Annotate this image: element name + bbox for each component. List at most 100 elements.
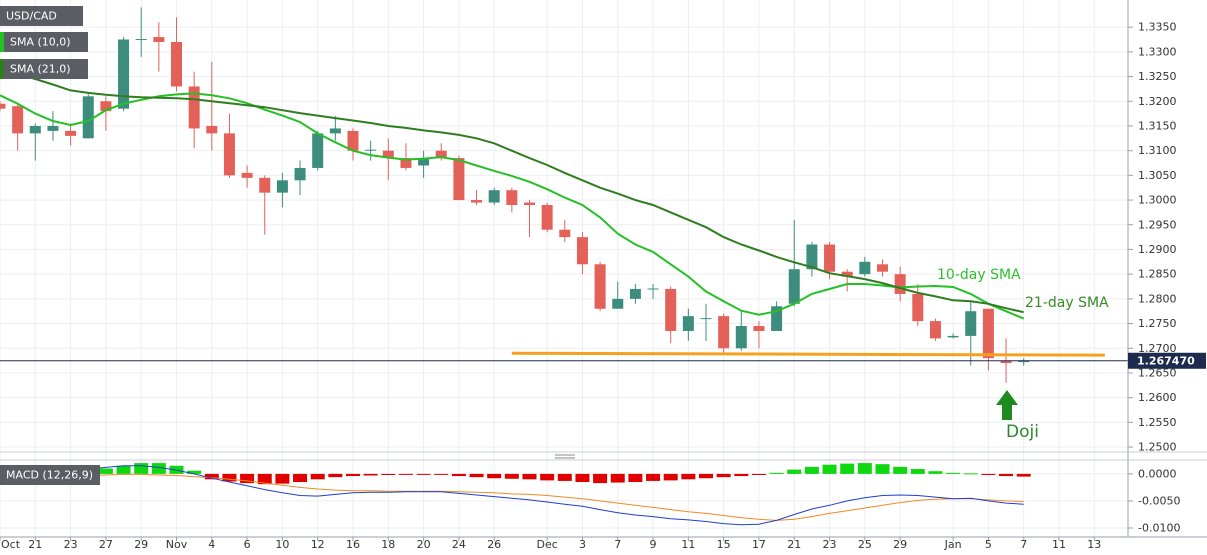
x-tick-label: 29 — [893, 538, 907, 551]
macd-histogram-bar — [699, 473, 713, 479]
legend-box[interactable] — [0, 59, 88, 79]
macd-histogram-bar — [875, 464, 890, 474]
legend-box[interactable] — [0, 32, 88, 52]
candle-body — [223, 133, 235, 176]
x-tick-label: 5 — [985, 538, 992, 551]
candle-body — [118, 39, 130, 109]
candle-body — [100, 101, 112, 112]
candle-body — [788, 269, 800, 304]
y-tick-label: 1.2850 — [1138, 268, 1177, 281]
candle-body — [418, 158, 430, 166]
candle-body — [188, 86, 200, 129]
y-tick-label: 1.3100 — [1138, 144, 1177, 157]
candle-body — [453, 158, 465, 201]
sma-line — [0, 92, 1025, 320]
macd-histogram-bar — [610, 473, 625, 483]
macd-histogram-bar — [275, 473, 290, 484]
candle-body — [312, 133, 324, 168]
macd-histogram-bar — [116, 465, 131, 474]
candle-body — [541, 205, 553, 230]
candle-body — [1000, 360, 1012, 364]
macd-histogram-bar — [857, 463, 872, 474]
candle-body — [1018, 360, 1030, 363]
candle-body — [471, 200, 483, 203]
macd-histogram-bar — [681, 473, 696, 480]
x-tick-label: 18 — [381, 538, 395, 551]
x-tick-label: 10 — [275, 538, 289, 551]
x-tick-label: Dec — [537, 538, 558, 551]
y-tick-label: 1.2800 — [1138, 292, 1177, 305]
legend-box[interactable] — [0, 465, 100, 485]
macd-line — [0, 465, 1024, 526]
macd-histogram-bar — [522, 473, 537, 480]
y-tick-label: 1.3350 — [1138, 21, 1177, 34]
macd-histogram-bar — [981, 473, 996, 475]
y-tick-label: 1.3300 — [1138, 45, 1177, 58]
candle-body — [824, 244, 836, 272]
x-tick-label: 6 — [244, 538, 251, 551]
x-tick-label: 12 — [311, 538, 325, 551]
candle-body — [894, 274, 906, 294]
candle-body — [171, 41, 182, 87]
y-tick-label: 1.2600 — [1138, 391, 1177, 404]
y-tick-label: -0.0050 — [1138, 494, 1180, 507]
candle-body — [559, 229, 571, 238]
x-tick-label: 11 — [1052, 538, 1066, 551]
candle-body — [241, 172, 253, 178]
macd-histogram-bar — [787, 469, 802, 474]
candle-body — [82, 96, 94, 139]
candle-body — [806, 244, 818, 270]
last-price-label: 1.267470 — [1137, 354, 1195, 367]
x-tick-label: 13 — [1087, 538, 1101, 551]
legend-label: SMA (21,0) — [10, 63, 71, 76]
candle-body — [841, 271, 853, 277]
candle-body — [912, 293, 924, 322]
candle-body — [488, 190, 500, 203]
candle-body — [718, 316, 730, 349]
macd-histogram-bar — [416, 473, 431, 475]
macd-histogram-bar — [204, 473, 219, 480]
y-tick-label: 1.3250 — [1138, 70, 1177, 83]
candle-body — [29, 125, 41, 134]
candle-body — [877, 264, 888, 272]
candle-body — [506, 190, 518, 206]
x-tick-label: 11 — [681, 538, 695, 551]
x-tick-label: 15 — [717, 538, 731, 551]
candle-body — [576, 237, 588, 265]
legend: USD/CAD SMA (10,0) SMA (21,0) MACD (12,2… — [0, 6, 100, 485]
macd-histogram-bar — [434, 473, 449, 475]
macd-histogram-bar — [804, 466, 819, 474]
y-tick-label: -0.0100 — [1138, 521, 1180, 534]
annotation: 10-day SMA — [937, 267, 1021, 283]
macd-histogram-bar — [151, 463, 166, 474]
macd-histogram-bar — [928, 471, 943, 474]
x-tick-label: 16 — [346, 538, 360, 551]
macd-histogram-bar — [504, 473, 519, 479]
candle-body — [982, 308, 994, 359]
candle-body — [329, 128, 341, 134]
y-tick-label: 1.2650 — [1138, 366, 1177, 379]
macd-histogram-bar — [363, 473, 378, 476]
macd-histogram-bar — [963, 473, 978, 475]
y-tick-label: 1.2750 — [1138, 317, 1177, 330]
candle-body — [735, 326, 747, 349]
macd-histogram-bar — [310, 473, 325, 480]
candle-body — [153, 37, 165, 42]
x-tick-label: 21 — [28, 538, 42, 551]
macd-histogram-bar — [487, 473, 502, 479]
x-tick-label: 17 — [752, 538, 766, 551]
candle-body — [859, 261, 871, 275]
y-tick-label: 1.2950 — [1138, 218, 1177, 231]
candle-body — [47, 125, 59, 131]
legend-swatch — [0, 59, 4, 79]
y-tick-label: 1.3050 — [1138, 169, 1177, 182]
candle-body — [135, 39, 147, 41]
macd-histogram-bar — [257, 473, 272, 485]
candle-body — [629, 288, 641, 299]
candle-body — [753, 326, 765, 331]
x-tick-label: 27 — [99, 538, 113, 551]
legend-title: USD/CAD — [6, 10, 57, 23]
legend-box[interactable] — [0, 6, 83, 26]
